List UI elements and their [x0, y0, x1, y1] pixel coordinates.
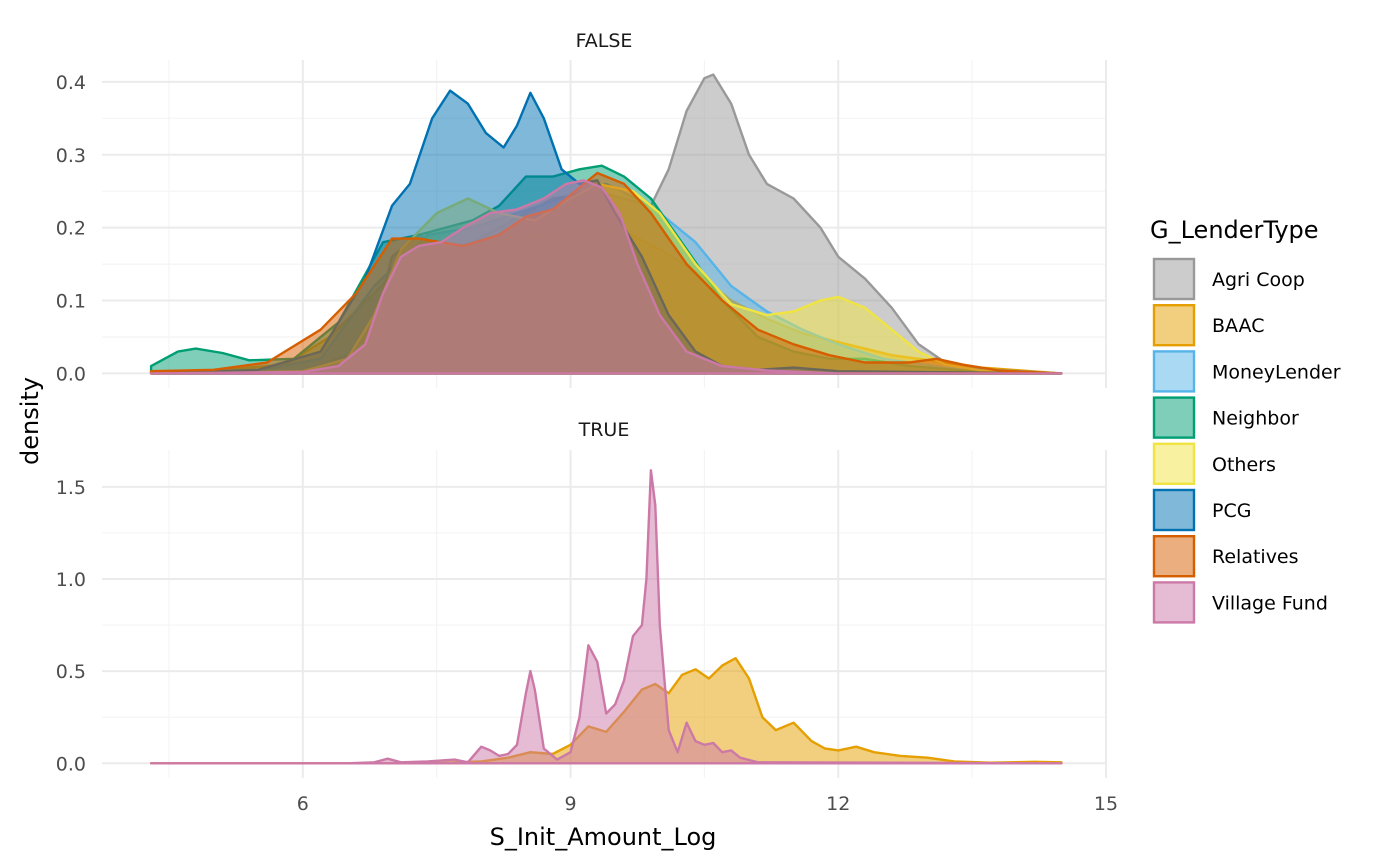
legend-key — [1152, 488, 1196, 532]
x-axis-title: S_Init_Amount_Log — [490, 823, 717, 851]
y-axis-title: density — [16, 377, 44, 465]
legend-item-neighbor: Neighbor — [1152, 396, 1299, 439]
legend-item-moneylender: MoneyLender — [1152, 350, 1341, 393]
legend-title: G_LenderType — [1150, 216, 1319, 244]
panels: 0.0 0.1 0.2 0.3 0.4 FALSE 0.0 0.5 1.0 1.5 TRUE 6 9 12… — [56, 30, 1118, 815]
y-tick-label: 1.0 — [56, 569, 86, 591]
y-tick-label: 0.5 — [56, 661, 86, 683]
y-tick-label: 0.3 — [56, 145, 86, 167]
y-tick-label: 0.0 — [56, 753, 86, 775]
legend-item-others: Others — [1152, 442, 1276, 485]
legend-item-village-fund: Village Fund — [1152, 581, 1328, 624]
legend-item-relatives: Relatives — [1152, 535, 1299, 578]
density-area-village-fund — [149, 179, 1063, 375]
panel-true: 0.0 0.5 1.0 1.5 TRUE 6 9 12 15 — [56, 419, 1118, 815]
legend-label: Neighbor — [1212, 408, 1299, 430]
y-tick-label: 0.1 — [56, 291, 86, 313]
x-tick-label: 9 — [564, 793, 576, 815]
x-tick-label: 15 — [1094, 793, 1118, 815]
legend-label: Relatives — [1212, 546, 1299, 568]
legend-items: Agri Coop BAAC MoneyLender Neighbor Others PC… — [1152, 257, 1341, 624]
legend-item-baac: BAAC — [1152, 304, 1265, 347]
legend-key — [1152, 581, 1196, 624]
density-area-village-fund — [149, 469, 1063, 765]
legend-label: Agri Coop — [1212, 269, 1305, 291]
legend-key — [1152, 304, 1196, 347]
legend-key — [1152, 350, 1196, 393]
y-tick-label: 0.0 — [56, 363, 86, 385]
legend-label: Village Fund — [1212, 592, 1328, 614]
legend-label: PCG — [1212, 500, 1251, 522]
legend-label: Others — [1212, 454, 1276, 476]
x-tick-label: 12 — [826, 793, 850, 815]
legend-label: BAAC — [1212, 315, 1265, 337]
legend-key — [1152, 442, 1196, 485]
y-tick-label: 0.4 — [56, 72, 86, 94]
legend: G_LenderType Agri Coop BAAC MoneyLender Nei… — [1150, 216, 1341, 624]
panel-false: 0.0 0.1 0.2 0.3 0.4 FALSE — [56, 30, 1107, 388]
facet-strip-label: TRUE — [578, 419, 630, 441]
legend-label: MoneyLender — [1212, 361, 1341, 383]
legend-key — [1152, 396, 1196, 439]
x-tick-label: 6 — [297, 793, 309, 815]
legend-key — [1152, 535, 1196, 578]
legend-item-agri-coop: Agri Coop — [1152, 257, 1305, 301]
legend-item-pcg: PCG — [1152, 488, 1251, 532]
facet-strip-label: FALSE — [576, 30, 633, 52]
y-tick-label: 1.5 — [56, 477, 86, 499]
legend-key — [1152, 257, 1196, 301]
y-tick-label: 0.2 — [56, 218, 86, 240]
